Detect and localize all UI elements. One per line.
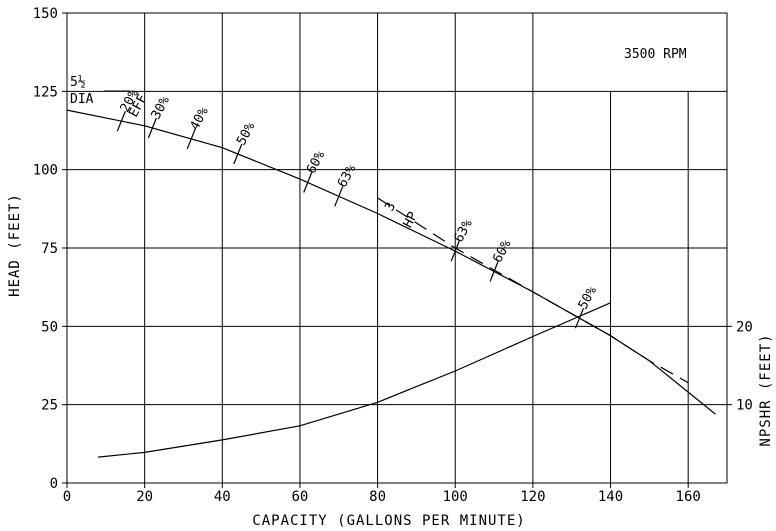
x-tick-label: 120 [520, 489, 545, 505]
efficiency-marker-label: 30% [149, 94, 173, 122]
speed-label: 3500 RPM [624, 47, 687, 62]
grid-lines [67, 13, 727, 483]
x-axis-ticks: 0 20 40 60 80 100 120 140 160 [63, 483, 701, 505]
horsepower-curve [377, 197, 689, 384]
y-tick-label: 25 [41, 398, 58, 414]
y-axis-title: HEAD (FEET) [7, 193, 23, 297]
x-axis-title: CAPACITY (GALLONS PER MINUTE) [252, 513, 525, 529]
y-tick-label: 125 [33, 84, 58, 100]
efficiency-tick [186, 128, 196, 150]
y-tick-label: 50 [41, 319, 58, 335]
y2-axis-ticks: 10 20 [727, 319, 753, 414]
horsepower-label: 3 HP [382, 200, 422, 231]
efficiency-tick [334, 186, 344, 207]
y2-tick-label: 10 [736, 398, 753, 414]
x-tick-label: 80 [369, 489, 386, 505]
horsepower-unit: HP [401, 209, 422, 230]
x-tick-label: 100 [443, 489, 468, 505]
x-tick-label: 140 [598, 489, 623, 505]
efficiency-marker-label: 63% [335, 162, 359, 190]
y2-tick-label: 20 [736, 319, 753, 335]
efficiency-marker-label: 60% [490, 237, 514, 265]
impeller-dia-label: DIA [70, 92, 94, 107]
x-tick-label: 0 [63, 489, 71, 505]
y2-axis-title: NPSHR (FEET) [758, 333, 774, 446]
efficiency-tick [489, 261, 499, 282]
x-tick-label: 160 [676, 489, 701, 505]
y-axis-ticks: 0 25 50 75 100 125 150 [33, 6, 67, 492]
y-tick-label: 150 [33, 6, 58, 22]
efficiency-tick [233, 143, 243, 165]
npshr-curve [98, 302, 611, 458]
x-tick-label: 20 [136, 489, 153, 505]
y-tick-label: 0 [50, 476, 58, 492]
horsepower-value: 3 [382, 200, 399, 214]
efficiency-marker-label: 60% [304, 148, 328, 176]
efficiency-marker-label: 50% [234, 120, 258, 148]
x-tick-label: 40 [214, 489, 231, 505]
x-tick-label: 60 [292, 489, 309, 505]
efficiency-marker-label: 40% [188, 105, 212, 133]
impeller-size-label: 5½ [70, 75, 86, 90]
efficiency-markers: 20% 30% 40%50%60% 63%63%60%50% [116, 87, 600, 329]
y-tick-label: 75 [41, 241, 58, 257]
y-tick-label: 100 [33, 163, 58, 179]
efficiency-tick [574, 307, 585, 329]
efficiency-marker-label: 50% [576, 284, 600, 312]
efficiency-tick [303, 172, 313, 193]
head-capacity-curve [66, 109, 716, 415]
efficiency-tick [147, 117, 157, 139]
efficiency-tick [450, 240, 460, 262]
efficiency-tick [116, 110, 126, 132]
